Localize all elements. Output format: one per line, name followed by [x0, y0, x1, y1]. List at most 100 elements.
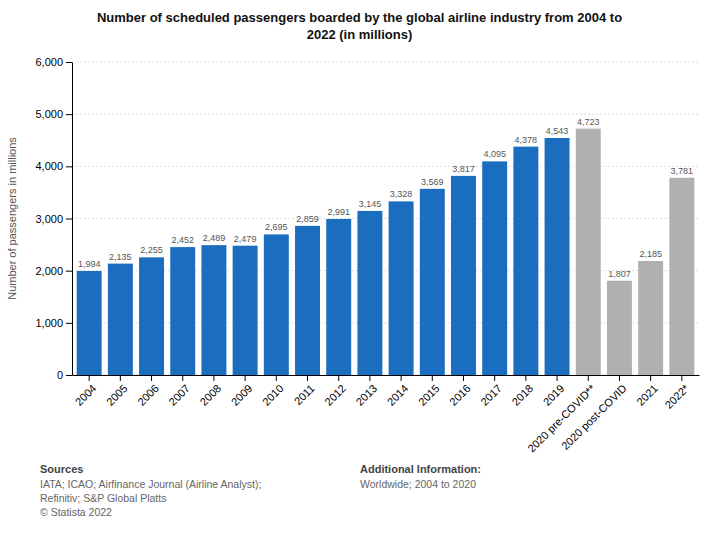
x-tick-mark — [213, 375, 214, 381]
x-axis-line — [73, 375, 700, 376]
bar — [201, 245, 226, 375]
data-label: 1,994 — [78, 259, 101, 269]
data-label: 2,489 — [203, 233, 226, 243]
bar — [108, 264, 133, 375]
y-tick-label: 2,000 — [35, 265, 63, 277]
y-tick-mark — [66, 166, 72, 167]
x-tick-mark — [525, 375, 526, 381]
grid-line — [72, 114, 699, 115]
bar — [482, 161, 507, 375]
x-tick-mark — [681, 375, 682, 381]
y-tick: 0 — [57, 369, 72, 381]
x-tick-mark — [151, 375, 152, 381]
title: Number of scheduled passengers boarded b… — [97, 10, 622, 25]
y-axis-line — [72, 63, 73, 376]
bar — [77, 271, 102, 375]
x-tick-label: 2016 — [447, 382, 473, 408]
x-tick-label: 2019 — [541, 382, 567, 408]
x-tick: 2020 post-COVID — [559, 375, 629, 452]
bar — [513, 147, 538, 375]
grid-line — [72, 218, 699, 219]
bar — [139, 257, 164, 375]
x-tick: 2022* — [662, 375, 691, 411]
bar — [295, 226, 320, 375]
bar — [326, 219, 351, 375]
x-tick-mark — [588, 375, 589, 381]
annotation: Sources — [40, 463, 83, 475]
data-labels: 1,9942,1352,2552,4522,4892,4792,6952,859… — [78, 117, 693, 279]
x-tick: 2005 — [104, 375, 130, 408]
y-tick-mark — [66, 62, 72, 63]
x-tick: 2012 — [322, 375, 348, 408]
x-tick-mark — [401, 375, 402, 381]
x-tick-label: 2013 — [353, 382, 379, 408]
annotation: IATA; ICAO; Airfinance Journal (Airline … — [40, 478, 261, 518]
y-tick-mark — [66, 375, 72, 376]
x-tick-mark — [245, 375, 246, 381]
grid-line — [72, 166, 699, 167]
data-label: 3,145 — [359, 199, 382, 209]
x-tick: 2009 — [229, 375, 255, 408]
x-tick-label: 2007 — [166, 382, 192, 408]
bar — [420, 189, 445, 375]
x-tick-label: 2008 — [197, 382, 223, 408]
x-tick-mark — [89, 375, 90, 381]
y-tick-mark — [66, 271, 72, 272]
x-tick-mark — [369, 375, 370, 381]
data-label: 3,817 — [452, 164, 475, 174]
grid-line — [72, 270, 699, 271]
data-label: 2,135 — [109, 252, 132, 262]
data-label: 2,479 — [234, 234, 257, 244]
x-tick-mark — [650, 375, 651, 381]
x-tick-label: 2015 — [416, 382, 442, 408]
bar — [170, 247, 195, 375]
y-tick: 1,000 — [35, 317, 72, 329]
bar — [233, 246, 258, 375]
y-tick-label: 0 — [57, 369, 63, 381]
bar — [669, 178, 694, 375]
data-label: 3,328 — [390, 189, 413, 199]
x-tick-mark — [120, 375, 121, 381]
bar — [389, 201, 414, 375]
x-tick-label: 2020 post-COVID — [559, 382, 629, 452]
grid-line — [72, 62, 699, 63]
x-tick-label: 2005 — [104, 382, 130, 408]
data-label: 2,255 — [140, 245, 163, 255]
x-tick-label: 2017 — [478, 382, 504, 408]
bar — [576, 129, 601, 375]
bar — [545, 138, 570, 375]
x-tick: 2019 — [541, 375, 567, 408]
x-tick-label: 2014 — [385, 382, 411, 408]
data-label: 4,723 — [577, 117, 600, 127]
x-tick-mark — [432, 375, 433, 381]
y-tick-mark — [66, 114, 72, 115]
data-label: 3,569 — [421, 177, 444, 187]
bar — [264, 234, 289, 375]
x-tick-label: 2021 — [634, 382, 660, 408]
annotation: Additional Information: — [360, 463, 481, 475]
data-label: 2,991 — [327, 207, 350, 217]
x-tick-label: 2022* — [662, 382, 691, 411]
x-tick: 2004 — [73, 375, 99, 408]
x-tick-label: 2011 — [292, 382, 317, 407]
y-tick-mark — [66, 323, 72, 324]
bar — [451, 176, 476, 375]
x-tick-label: 2010 — [260, 382, 286, 408]
y-tick: 3,000 — [35, 213, 72, 225]
x-tick: 2010 — [260, 375, 286, 408]
x-tick: 2008 — [197, 375, 223, 408]
x-tick: 2018 — [509, 375, 535, 408]
data-label: 2,185 — [639, 249, 662, 259]
y-tick-label: 4,000 — [35, 160, 63, 172]
data-label: 4,543 — [546, 126, 569, 136]
x-tick: 2007 — [166, 375, 192, 408]
data-label: 4,378 — [515, 135, 538, 145]
x-tick: 2015 — [416, 375, 442, 408]
x-tick: 2016 — [447, 375, 473, 408]
x-tick-label: 2012 — [322, 382, 348, 408]
x-tick-mark — [619, 375, 620, 381]
y-axis: 01,0002,0003,0004,0005,0006,000 — [35, 56, 72, 381]
x-tick-mark — [307, 375, 308, 381]
x-tick-label: 2006 — [135, 382, 161, 408]
chart: Number of scheduled passengers boarded b… — [0, 0, 719, 535]
